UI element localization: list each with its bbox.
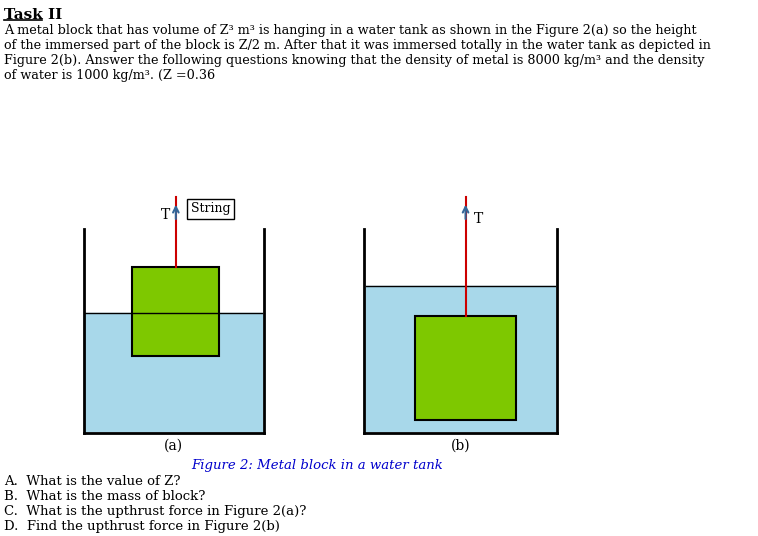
Text: D.  Find the upthrust force in Figure 2(b): D. Find the upthrust force in Figure 2(b… <box>5 520 280 533</box>
Text: T: T <box>161 208 170 222</box>
Text: B.  What is the mass of block?: B. What is the mass of block? <box>5 490 205 503</box>
Bar <box>415 316 515 420</box>
Text: Figure 2: Metal block in a water tank: Figure 2: Metal block in a water tank <box>192 459 443 472</box>
Text: Task II: Task II <box>5 8 62 22</box>
Bar <box>133 266 219 356</box>
Text: of the immersed part of the block is Z/2 m. After that it was immersed totally i: of the immersed part of the block is Z/2… <box>5 39 711 52</box>
Text: A metal block that has volume of Z³ m³ is hanging in a water tank as shown in th: A metal block that has volume of Z³ m³ i… <box>5 24 697 37</box>
Text: C.  What is the upthrust force in Figure 2(a)?: C. What is the upthrust force in Figure … <box>5 505 306 518</box>
Text: of water is 1000 kg/m³. (Z =0.36: of water is 1000 kg/m³. (Z =0.36 <box>5 69 215 81</box>
Text: A.  What is the value of Z?: A. What is the value of Z? <box>5 475 180 488</box>
Text: T: T <box>474 212 483 226</box>
Text: String: String <box>191 202 230 215</box>
Text: Figure 2(b). Answer the following questions knowing that the density of metal is: Figure 2(b). Answer the following questi… <box>5 54 705 66</box>
Text: (a): (a) <box>164 438 183 452</box>
Text: (b): (b) <box>451 438 471 452</box>
